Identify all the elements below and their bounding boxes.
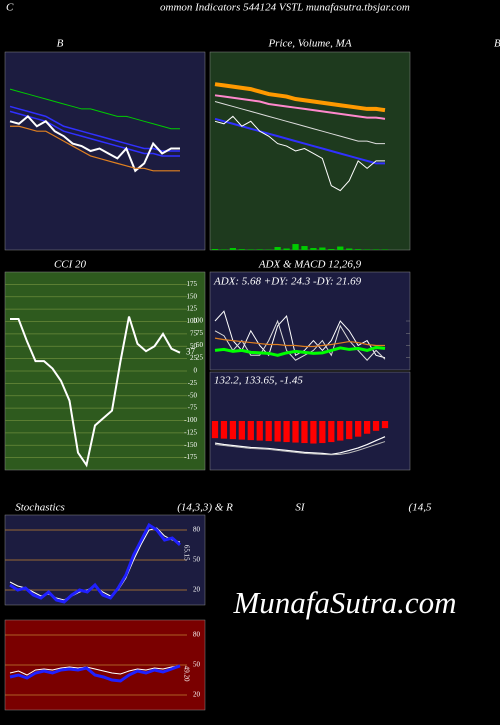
bar — [381, 421, 389, 429]
y-tick-label: 75 — [190, 329, 198, 337]
bar — [328, 249, 335, 250]
bar — [211, 249, 219, 250]
series-line — [214, 436, 386, 455]
annotation: 132.2, 133.65, -1.45 — [214, 375, 303, 387]
bar — [283, 248, 290, 250]
bar — [337, 421, 344, 441]
bar — [301, 421, 308, 444]
bar — [256, 421, 263, 441]
y-tick-label: 50 — [196, 341, 204, 349]
panel-subtitle: (14,3,3) & R — [177, 502, 233, 514]
panel — [209, 51, 411, 251]
series-line — [214, 101, 385, 145]
panel-title: Price, Volume, MA — [267, 38, 351, 50]
y-tick-label: -50 — [188, 391, 198, 399]
bar — [355, 249, 362, 250]
y-tick-label: 50 — [193, 661, 201, 669]
series-line — [10, 316, 181, 468]
bar — [310, 248, 317, 250]
y-tick-label: 50 — [193, 556, 201, 564]
y-tick-label: 0 — [194, 367, 198, 375]
y-tick-label: 125 — [187, 305, 198, 313]
y-tick-label: 50 — [190, 342, 198, 350]
header-left: C — [6, 2, 14, 14]
bar — [265, 421, 272, 442]
bar — [355, 421, 362, 437]
series-line — [214, 345, 386, 357]
y-tick-label: -125 — [184, 428, 197, 436]
y-tick-label: 100 — [187, 317, 198, 325]
bar — [310, 421, 317, 444]
bar — [346, 248, 353, 250]
bar — [211, 421, 219, 439]
y-tick-label: 25 — [196, 353, 204, 361]
y-tick-label: 25 — [190, 354, 198, 362]
edge-label: B — [494, 38, 500, 50]
y-tick-label: 80 — [193, 526, 201, 534]
header: ommon Indicators 544124 VSTL munafasutra… — [160, 2, 410, 14]
bar — [337, 246, 344, 250]
bar — [292, 244, 299, 250]
y-tick-label: -25 — [188, 379, 198, 387]
bar — [256, 249, 263, 250]
series-line — [9, 110, 180, 157]
series-line — [9, 664, 181, 683]
bar — [319, 247, 326, 250]
bar — [220, 421, 228, 439]
bar — [247, 421, 254, 441]
y-tick-label: 80 — [193, 631, 201, 639]
bar — [274, 421, 281, 442]
y-tick-label: 75 — [196, 329, 204, 337]
y-tick-label: 175 — [187, 280, 198, 288]
panel-title: SI — [295, 502, 306, 514]
series-line — [9, 665, 181, 676]
y-tick-label: -75 — [188, 404, 198, 412]
panel-title: B — [57, 38, 64, 50]
series-line — [214, 115, 385, 192]
y-tick-label: 150 — [187, 292, 198, 300]
bar — [319, 421, 326, 444]
series-line — [214, 94, 386, 120]
panel-subtitle: (14,5 — [409, 502, 432, 514]
bar — [229, 421, 237, 440]
bar — [283, 421, 290, 443]
bar — [328, 421, 335, 443]
bar — [292, 421, 299, 443]
value-label: 65.15 — [182, 545, 190, 561]
y-tick-label: 20 — [193, 691, 201, 699]
bar — [238, 249, 245, 250]
annotation: ADX: 5.68 +DY: 24.3 -DY: 21.69 — [213, 276, 362, 288]
bar — [372, 421, 380, 431]
series-line — [9, 114, 180, 173]
bar — [346, 421, 353, 440]
bar — [229, 248, 237, 250]
y-tick-label: 20 — [193, 586, 201, 594]
y-tick-label: 100 — [193, 317, 204, 325]
bar — [363, 421, 371, 434]
bar — [274, 247, 281, 250]
series-line — [9, 88, 180, 130]
watermark: MunafaSutra.com — [232, 585, 456, 620]
bar — [301, 246, 308, 250]
value-label: 37 — [186, 347, 196, 357]
y-tick-label: -175 — [184, 453, 197, 461]
value-label: 49.20 — [182, 666, 190, 682]
series-line — [214, 337, 385, 348]
series-line — [214, 117, 385, 165]
series-line — [214, 82, 386, 113]
y-tick-label: -150 — [184, 441, 197, 449]
panel-title: Stochastics — [15, 502, 65, 514]
bar — [238, 421, 245, 440]
panel-title: CCI 20 — [54, 259, 87, 271]
series-line — [214, 441, 386, 456]
y-tick-label: -100 — [184, 416, 197, 424]
series-line — [10, 125, 180, 172]
panel-title: ADX & MACD 12,26,9 — [258, 259, 362, 271]
series-line — [9, 522, 181, 604]
